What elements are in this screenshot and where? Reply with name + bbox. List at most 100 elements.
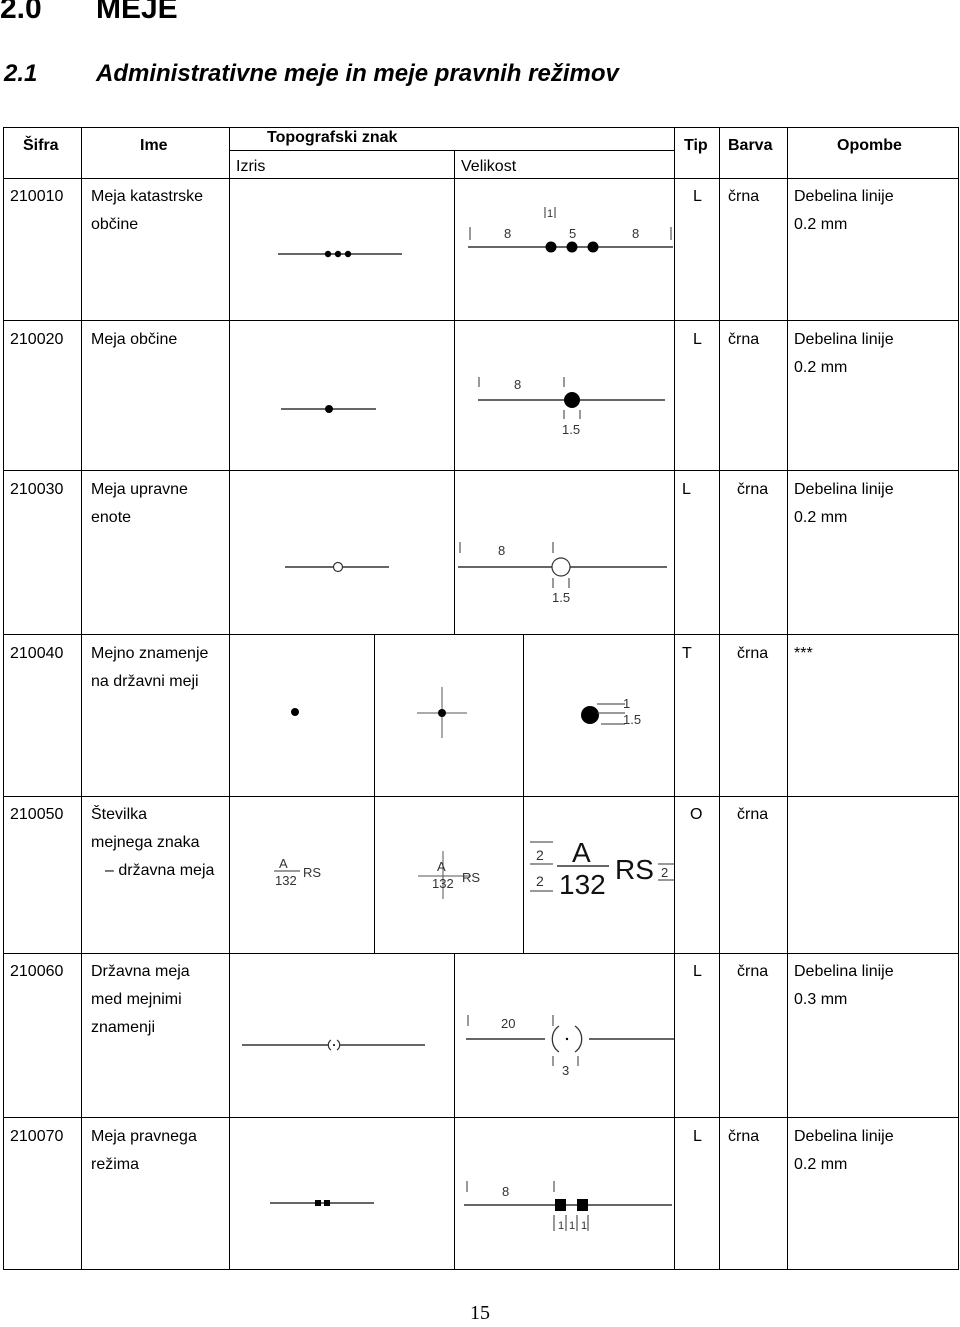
dimension-label: 5 xyxy=(569,226,576,241)
header-opombe: Opombe xyxy=(837,137,902,154)
row-sifra: 210010 xyxy=(10,188,64,205)
row-sifra: 210020 xyxy=(10,331,64,348)
table-border xyxy=(3,127,4,1270)
boundary-line-broken-circle-symbol xyxy=(242,1039,425,1051)
column-divider xyxy=(454,953,455,1269)
dimension-label: 20 xyxy=(501,1016,515,1031)
row-barva: črna xyxy=(737,645,769,662)
dimension-label: 1 xyxy=(569,1220,575,1232)
row-opombe: 0.2 mm xyxy=(794,509,848,526)
header-izris: Izris xyxy=(236,158,266,175)
table-border xyxy=(3,127,959,128)
header-divider xyxy=(229,150,674,151)
section-number: 2.1 xyxy=(4,60,38,87)
dimension-diagram: 8 1.5 xyxy=(478,377,665,437)
dimension-label: 1 xyxy=(581,1220,587,1232)
boundary-line-squares-symbol xyxy=(270,1200,374,1206)
column-divider xyxy=(81,127,82,1270)
chapter-title: MEJE xyxy=(96,0,178,25)
dimension-diagram: 20 3 xyxy=(466,1015,674,1078)
boundary-marker-cross-symbol xyxy=(417,687,467,738)
row-tip: L xyxy=(693,188,702,205)
row-ime: režima xyxy=(91,1156,140,1173)
dimension-label: 8 xyxy=(504,226,511,241)
mark-letter: A xyxy=(437,859,446,874)
chapter-number: 2.0 xyxy=(0,0,42,25)
dimension-diagram: 8 1 1 1 xyxy=(464,1181,672,1232)
row-sifra: 210030 xyxy=(10,481,64,498)
row-barva: črna xyxy=(728,1128,760,1145)
boundary-mark-number-symbol: A 132 RS xyxy=(274,856,321,888)
row-opombe: 0.2 mm xyxy=(794,216,848,233)
dimension-label: 1.5 xyxy=(552,590,570,605)
mark-number: 132 xyxy=(559,869,606,900)
mark-code: RS xyxy=(615,854,654,885)
row-divider xyxy=(3,953,959,954)
row-ime: enote xyxy=(91,509,132,526)
row-ime: Mejno znamenje xyxy=(91,645,209,662)
column-divider xyxy=(523,634,524,953)
row-tip: L xyxy=(682,481,691,498)
row-opombe: 0.2 mm xyxy=(794,1156,848,1173)
dimension-label: 8 xyxy=(498,543,505,558)
column-divider xyxy=(374,634,375,953)
boundary-line-circle-symbol xyxy=(285,561,389,573)
page-number: 15 xyxy=(470,1302,490,1324)
header-sifra: Šifra xyxy=(23,137,59,154)
row-ime: Državna meja xyxy=(91,963,190,980)
dimension-diagram: 8 1.5 xyxy=(458,542,667,605)
row-ime: Številka xyxy=(91,806,148,823)
boundary-line-three-dots-symbol xyxy=(278,250,402,258)
column-divider xyxy=(787,127,788,1270)
dimension-label: 8 xyxy=(632,226,639,241)
row-opombe: 0.3 mm xyxy=(794,991,848,1008)
column-divider xyxy=(674,127,675,1270)
row-opombe: Debelina linije xyxy=(794,963,894,980)
mark-letter: A xyxy=(572,837,591,868)
row-ime: med mejnimi xyxy=(91,991,182,1008)
row-ime: – državna meja xyxy=(105,862,215,879)
header-barva: Barva xyxy=(728,137,773,154)
dimension-label: 1.5 xyxy=(623,712,641,727)
column-divider xyxy=(454,470,455,634)
column-divider xyxy=(229,127,230,1270)
row-divider xyxy=(3,634,959,635)
row-ime: občine xyxy=(91,216,139,233)
row-ime: Meja upravne xyxy=(91,481,188,498)
row-ime: znamenji xyxy=(91,1019,156,1036)
row-tip: L xyxy=(693,331,702,348)
row-barva: črna xyxy=(737,963,769,980)
header-velikost: Velikost xyxy=(461,158,517,175)
dimension-label: 3 xyxy=(562,1063,569,1078)
row-opombe: 0.2 mm xyxy=(794,359,848,376)
section-title: Administrativne meje in meje pravnih rež… xyxy=(96,60,619,87)
table-border xyxy=(3,178,959,179)
dimension-label: 1 xyxy=(623,696,630,711)
dimension-label: 8 xyxy=(514,377,521,392)
row-barva: črna xyxy=(737,806,769,823)
table-border xyxy=(3,1269,959,1270)
header-topografski-znak: Topografski znak xyxy=(267,129,398,146)
row-opombe: Debelina linije xyxy=(794,331,894,348)
dimension-label: 1 xyxy=(558,1220,564,1232)
row-ime: mejnega znaka xyxy=(91,834,200,851)
column-divider xyxy=(719,127,720,1270)
row-tip: L xyxy=(693,1128,702,1145)
row-ime: Meja pravnega xyxy=(91,1128,197,1145)
row-barva: črna xyxy=(737,481,769,498)
row-ime: Meja katastrske xyxy=(91,188,204,205)
row-barva: črna xyxy=(728,331,760,348)
row-ime: Meja občine xyxy=(91,331,178,348)
dimension-label: 1 xyxy=(547,208,553,220)
dimension-diagram: 1 1.5 xyxy=(581,696,641,727)
row-tip: L xyxy=(693,963,702,980)
dimension-label: 2 xyxy=(536,873,544,889)
row-opombe: Debelina linije xyxy=(794,481,894,498)
row-divider xyxy=(3,796,959,797)
mark-code: RS xyxy=(462,870,480,885)
column-divider xyxy=(454,150,455,470)
row-tip: T xyxy=(682,645,692,662)
row-divider xyxy=(3,1117,959,1118)
mark-letter: A xyxy=(279,856,288,871)
header-ime: Ime xyxy=(140,137,168,154)
